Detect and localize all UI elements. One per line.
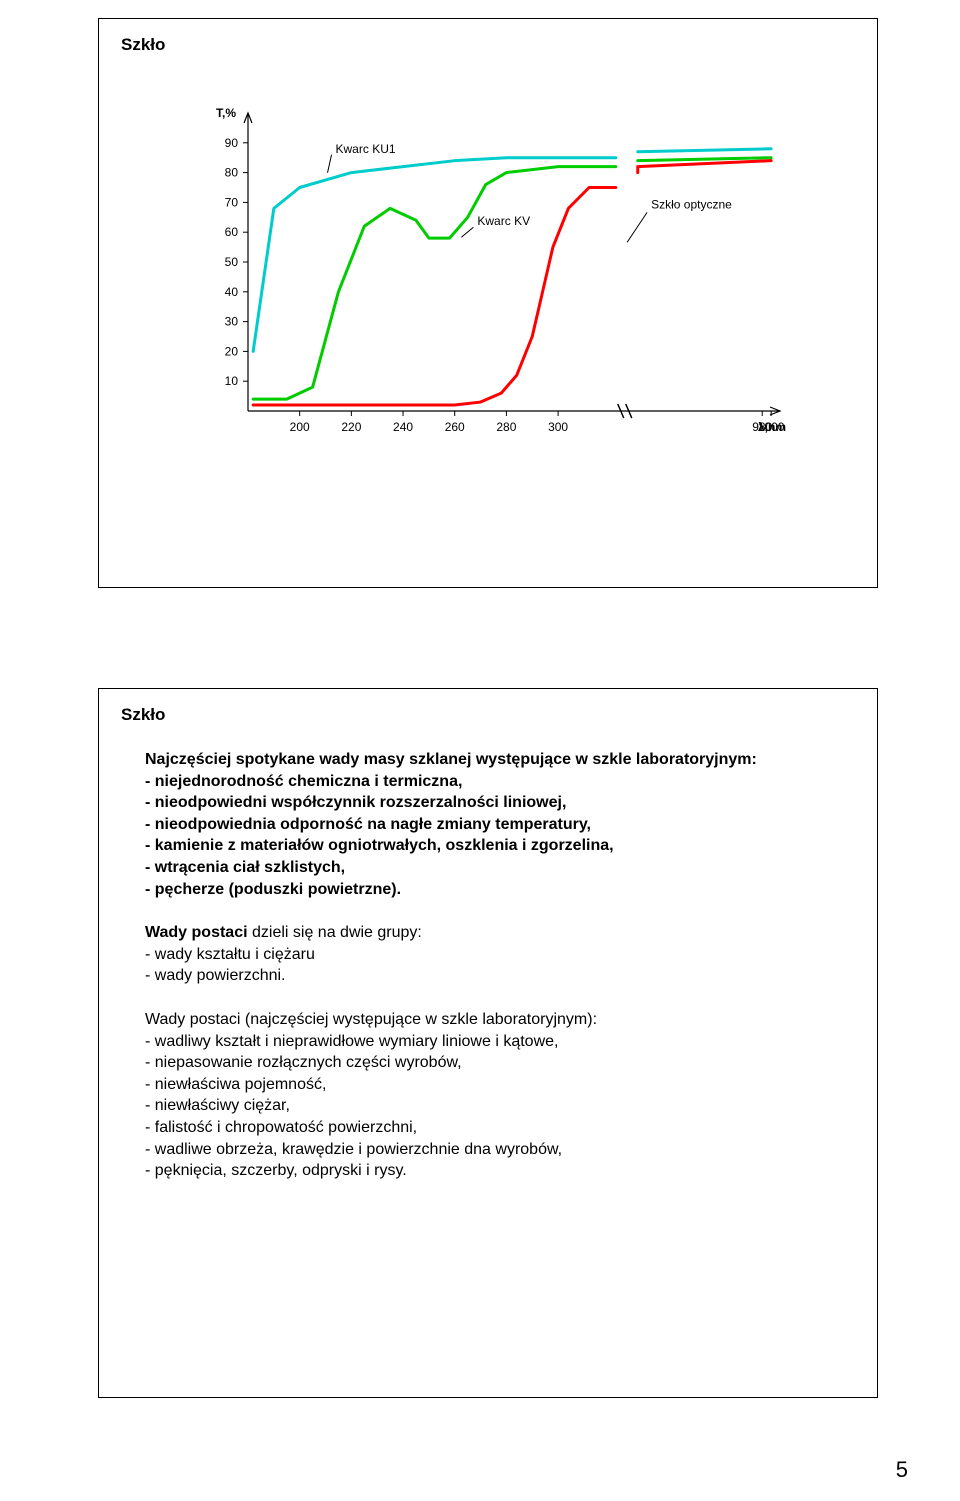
svg-text:Kwarc KU1: Kwarc KU1 [336, 142, 396, 156]
group-lead-rest: dzieli się na dwie grupy: [248, 924, 422, 941]
intro-list: - niejednorodność chemiczna i termiczna,… [145, 771, 845, 901]
slide-chart: Szkło T,%λ,nm102030405060708090200220240… [98, 18, 878, 588]
list-line: - wadliwy kształt i nieprawidłowe wymiar… [145, 1031, 845, 1053]
list-line: - niepasowanie rozłącznych części wyrobó… [145, 1052, 845, 1074]
svg-text:40: 40 [225, 285, 239, 299]
group-lead: Wady postaci dzieli się na dwie grupy: [145, 922, 845, 944]
text-block: Najczęściej spotykane wady masy szklanej… [145, 749, 845, 1182]
slide2-title: Szkło [121, 705, 855, 725]
svg-text:Kwarc KV: Kwarc KV [477, 214, 530, 228]
svg-text:30: 30 [225, 315, 239, 329]
svg-text:60: 60 [225, 225, 239, 239]
transmission-chart: T,%λ,nm102030405060708090200220240260280… [194, 103, 810, 451]
list-line: - falistość i chropowatość powierzchni, [145, 1117, 845, 1139]
svg-text:80: 80 [225, 166, 239, 180]
group-list: - wady kształtu i ciężaru- wady powierzc… [145, 944, 845, 987]
list-line: - wady kształtu i ciężaru [145, 944, 845, 966]
svg-text:Szkło optyczne: Szkło optyczne [651, 197, 732, 211]
list-line: - pęcherze (poduszki powietrzne). [145, 879, 845, 901]
intro-heading: Najczęściej spotykane wady masy szklanej… [145, 749, 845, 771]
svg-text:70: 70 [225, 195, 239, 209]
svg-text:280: 280 [496, 420, 516, 434]
list-line: - pęknięcia, szczerby, odpryski i rysy. [145, 1160, 845, 1182]
svg-text:300: 300 [548, 420, 568, 434]
list-line: - niewłaściwa pojemność, [145, 1074, 845, 1096]
svg-text:90: 90 [225, 136, 239, 150]
list-line: - niejednorodność chemiczna i termiczna, [145, 771, 845, 793]
svg-text:200: 200 [290, 420, 310, 434]
postaci-list: - wadliwy kształt i nieprawidłowe wymiar… [145, 1031, 845, 1182]
list-line: - niewłaściwy ciężar, [145, 1095, 845, 1117]
svg-text:220: 220 [341, 420, 361, 434]
postaci-lead: Wady postaci (najczęściej występujące w … [145, 1009, 845, 1031]
list-line: - nieodpowiedni współczynnik rozszerzaln… [145, 792, 845, 814]
group-lead-bold: Wady postaci [145, 924, 248, 941]
svg-text:260: 260 [445, 420, 465, 434]
svg-text:20: 20 [225, 344, 239, 358]
svg-text:10: 10 [225, 374, 239, 388]
page-number: 5 [896, 1457, 908, 1483]
svg-text:50: 50 [225, 255, 239, 269]
svg-text:240: 240 [393, 420, 413, 434]
list-line: - kamienie z materiałów ogniotrwałych, o… [145, 835, 845, 857]
list-line: - wadliwe obrzeża, krawędzie i powierzch… [145, 1139, 845, 1161]
svg-text:1000: 1000 [758, 420, 785, 434]
slide1-title: Szkło [121, 35, 855, 55]
list-line: - wady powierzchni. [145, 965, 845, 987]
slide-text: Szkło Najczęściej spotykane wady masy sz… [98, 688, 878, 1398]
list-line: - wtrącenia ciał szklistych, [145, 857, 845, 879]
list-line: - nieodpowiednia odporność na nagłe zmia… [145, 814, 845, 836]
svg-text:T,%: T,% [216, 106, 236, 120]
